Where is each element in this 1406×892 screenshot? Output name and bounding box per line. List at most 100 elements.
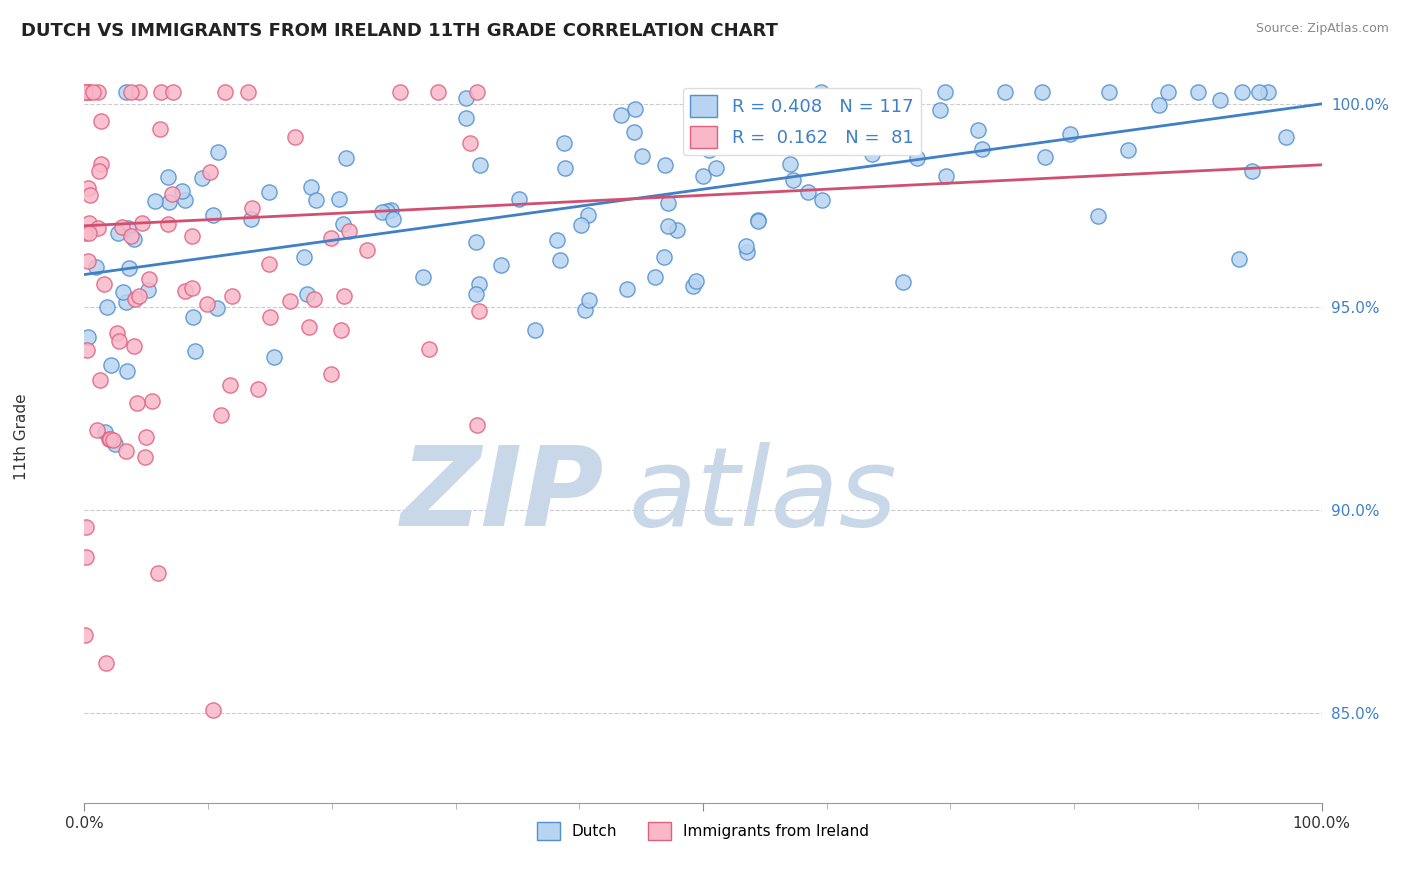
Point [1157, 85, 1180, 99]
Point [304, 194, 326, 208]
Point [465, 287, 488, 301]
Point [115, 294, 138, 309]
Point [994, 85, 1017, 99]
Point [105, 326, 128, 341]
Point [321, 367, 343, 381]
Point [1116, 144, 1139, 158]
Point [623, 125, 645, 139]
Point [236, 85, 259, 99]
Point [578, 208, 600, 222]
Point [94, 657, 117, 671]
Point [458, 136, 481, 150]
Point [654, 158, 676, 172]
Point [412, 270, 434, 285]
Point [201, 703, 224, 717]
Point [221, 289, 243, 303]
Point [970, 142, 993, 156]
Point [257, 185, 280, 199]
Point [135, 430, 157, 444]
Point [73, 85, 96, 99]
Point [128, 85, 150, 99]
Point [779, 157, 801, 171]
Point [548, 252, 571, 267]
Point [120, 85, 142, 99]
Point [700, 120, 723, 135]
Point [935, 169, 957, 184]
Point [77, 85, 100, 99]
Point [727, 107, 749, 121]
Point [337, 224, 360, 238]
Point [156, 217, 179, 231]
Point [108, 334, 131, 348]
Point [157, 194, 180, 209]
Point [1187, 85, 1209, 99]
Point [1031, 85, 1053, 99]
Point [263, 350, 285, 364]
Point [101, 433, 124, 447]
Point [214, 85, 236, 99]
Point [115, 443, 138, 458]
Point [115, 364, 138, 378]
Point [298, 320, 321, 334]
Point [782, 173, 804, 187]
Point [747, 213, 769, 227]
Point [79, 187, 101, 202]
Point [375, 204, 398, 219]
Point [380, 203, 402, 218]
Point [183, 310, 205, 324]
Point [763, 132, 786, 146]
Point [131, 216, 153, 230]
Point [734, 239, 756, 253]
Point [136, 283, 159, 297]
Point [89, 373, 111, 387]
Point [118, 261, 141, 276]
Point [209, 409, 232, 423]
Point [747, 214, 769, 228]
Point [173, 284, 195, 298]
Point [735, 244, 758, 259]
Point [465, 235, 488, 249]
Point [553, 136, 575, 151]
Point [665, 223, 688, 237]
Point [371, 205, 394, 219]
Point [389, 85, 412, 99]
Point [574, 303, 596, 318]
Point [382, 211, 405, 226]
Point [162, 85, 184, 99]
Point [149, 121, 172, 136]
Point [191, 171, 214, 186]
Point [1147, 97, 1170, 112]
Point [82, 85, 104, 99]
Point [87, 85, 110, 99]
Point [117, 220, 139, 235]
Point [75, 520, 97, 534]
Point [631, 149, 654, 163]
Point [90, 157, 112, 171]
Point [128, 289, 150, 303]
Point [98, 433, 121, 447]
Point [1257, 85, 1279, 99]
Point [508, 192, 530, 206]
Point [1208, 93, 1230, 107]
Text: ZIP: ZIP [401, 442, 605, 549]
Point [467, 277, 489, 292]
Point [860, 147, 883, 161]
Point [77, 329, 100, 343]
Point [735, 117, 758, 131]
Point [76, 343, 98, 358]
Point [569, 218, 592, 232]
Point [141, 394, 163, 409]
Point [966, 123, 988, 137]
Point [157, 169, 180, 184]
Point [657, 219, 679, 233]
Point [240, 201, 263, 215]
Point [73, 85, 96, 99]
Point [124, 292, 146, 306]
Point [96, 300, 118, 314]
Point [259, 257, 281, 271]
Point [934, 85, 956, 99]
Point [1087, 209, 1109, 223]
Point [122, 338, 145, 352]
Point [1241, 164, 1264, 178]
Point [828, 112, 851, 126]
